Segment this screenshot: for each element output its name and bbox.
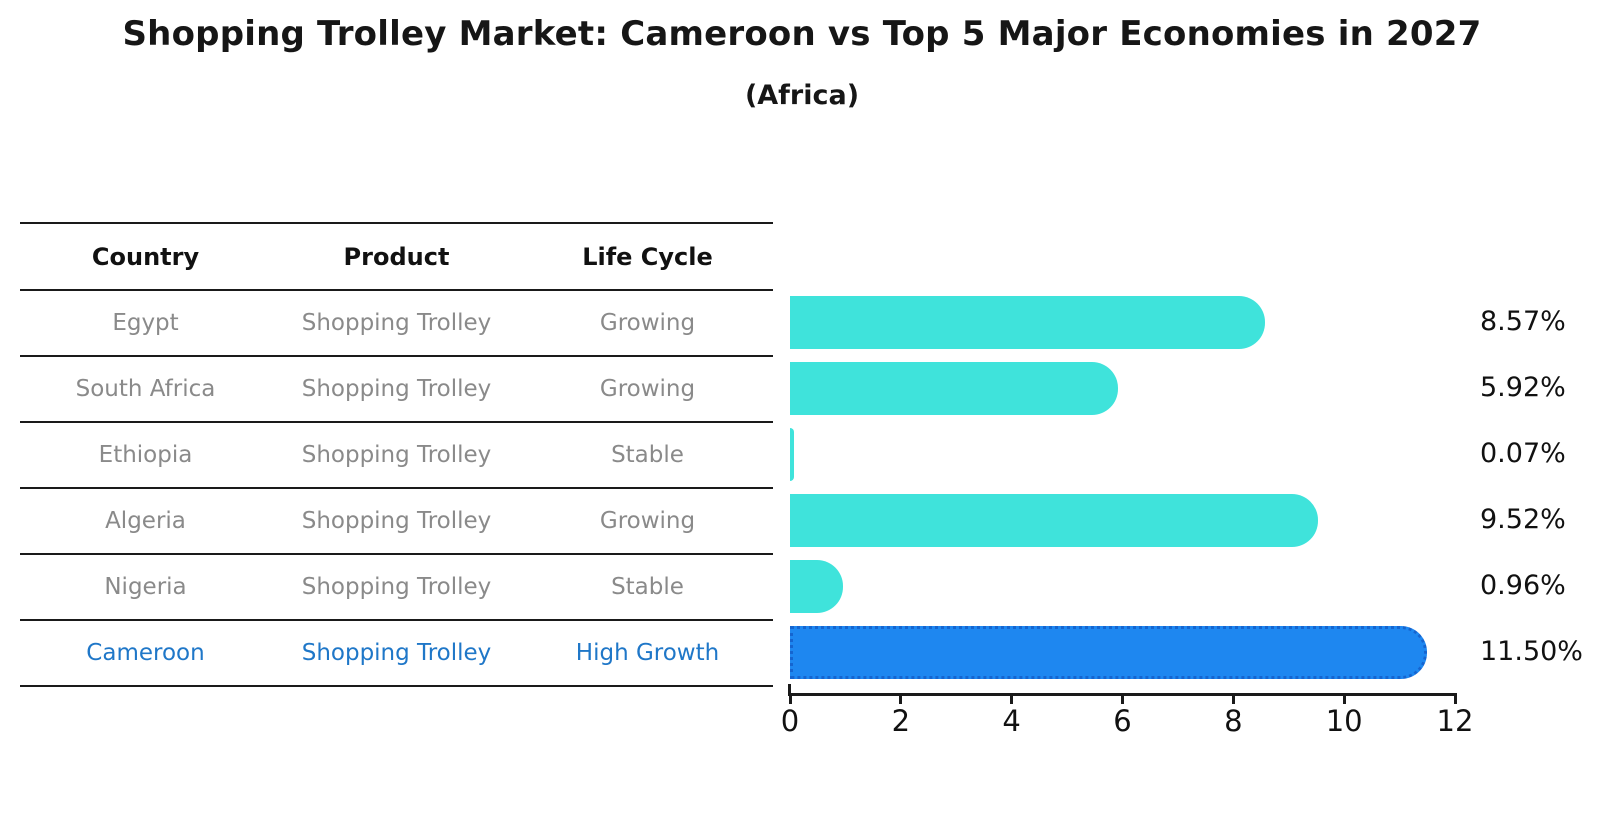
x-axis-origin-stub <box>788 684 791 696</box>
cell-product: Shopping Trolley <box>301 310 492 336</box>
x-axis-tick-label: 6 <box>1113 704 1132 738</box>
chart-title: Shopping Trolley Market: Cameroon vs Top… <box>122 14 1482 54</box>
cell-product: Shopping Trolley <box>301 376 492 402</box>
bar-algeria <box>790 494 1318 547</box>
x-axis-line <box>788 693 1457 696</box>
cell-life-cycle: High Growth <box>575 640 720 666</box>
cell-country: South Africa <box>75 376 216 402</box>
chart-subtitle: (Africa) <box>744 80 860 111</box>
cell-product: Shopping Trolley <box>301 442 492 468</box>
header-life-cycle: Life Cycle <box>582 242 713 271</box>
bar-nigeria <box>790 560 844 613</box>
header-product: Product <box>343 242 450 271</box>
table-row-nigeria: Nigeria Shopping Trolley Stable <box>20 553 773 619</box>
x-axis-tick <box>1010 695 1014 704</box>
cell-country: Nigeria <box>104 574 187 600</box>
cell-country: Ethiopia <box>98 442 193 468</box>
comparison-table: Country Product Life Cycle Egypt Shoppin… <box>20 222 773 687</box>
x-axis-tick <box>788 695 792 704</box>
bar-cameroon <box>790 626 1428 679</box>
table-row-cameroon: Cameroon Shopping Trolley High Growth <box>20 619 773 687</box>
bar-ethiopia <box>790 428 794 481</box>
cell-life-cycle: Stable <box>611 574 684 600</box>
cell-product: Shopping Trolley <box>301 640 492 666</box>
cell-country: Egypt <box>112 310 179 336</box>
cell-life-cycle: Growing <box>599 508 696 534</box>
cell-life-cycle: Stable <box>611 442 684 468</box>
x-axis-tick <box>1121 695 1124 704</box>
x-axis-tick-label: 10 <box>1325 704 1363 738</box>
x-axis-tick-label: 12 <box>1436 704 1474 738</box>
table-row-south-africa: South Africa Shopping Trolley Growing <box>20 355 773 421</box>
bar-south-africa <box>790 362 1119 415</box>
bar-egypt <box>790 296 1265 349</box>
cell-life-cycle: Growing <box>599 376 696 402</box>
x-axis-tick <box>899 695 903 704</box>
x-axis-tick-label: 2 <box>891 704 911 738</box>
x-axis-tick-label: 4 <box>1002 704 1021 738</box>
cell-country: Cameroon <box>86 640 205 666</box>
cell-product: Shopping Trolley <box>301 508 492 534</box>
x-axis-tick-label: 0 <box>780 704 800 738</box>
bar-value-label: 5.92% <box>1480 372 1566 403</box>
x-axis-tick <box>1342 695 1346 704</box>
table-row-ethiopia: Ethiopia Shopping Trolley Stable <box>20 421 773 487</box>
table-row-egypt: Egypt Shopping Trolley Growing <box>20 289 773 355</box>
cell-country: Algeria <box>105 508 186 534</box>
cell-product: Shopping Trolley <box>301 574 492 600</box>
bar-value-label: 8.57% <box>1480 306 1566 337</box>
x-axis-tick <box>1453 695 1457 704</box>
table-header-row: Country Product Life Cycle <box>20 222 773 289</box>
x-axis-tick <box>1231 695 1235 704</box>
table-row-algeria: Algeria Shopping Trolley Growing <box>20 487 773 553</box>
bar-value-label: 0.07% <box>1480 438 1566 469</box>
cell-life-cycle: Growing <box>599 310 696 336</box>
header-country: Country <box>91 242 200 271</box>
x-axis-tick-label: 8 <box>1224 704 1243 738</box>
bar-value-label: 0.96% <box>1480 570 1566 601</box>
bar-value-label: 11.50% <box>1480 636 1583 667</box>
bar-value-label: 9.52% <box>1480 504 1566 535</box>
